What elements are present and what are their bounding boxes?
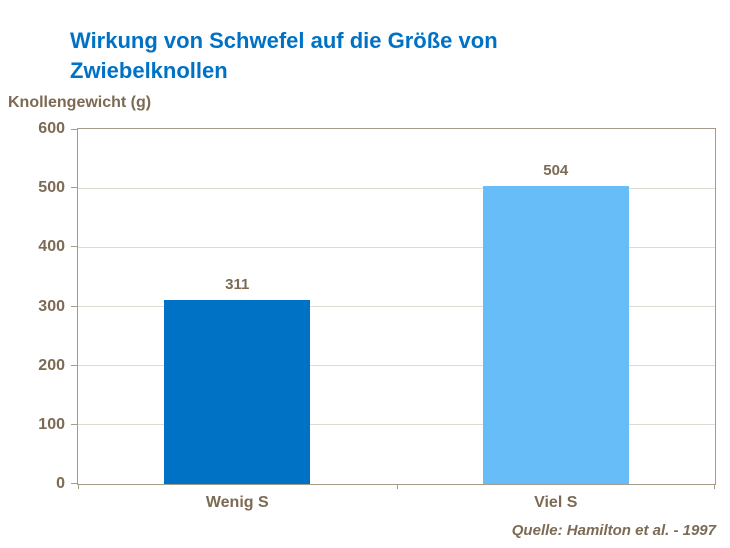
y-tick-label-300: 300 <box>38 297 65 315</box>
y-tick-label-500: 500 <box>38 179 65 197</box>
x-tick-mark-0 <box>78 484 79 489</box>
bar-wenig-s <box>164 300 311 484</box>
y-tick-mark-300 <box>71 305 78 307</box>
bar-viel-s <box>482 185 629 484</box>
y-axis-title: Knollengewicht (g) <box>8 94 152 111</box>
y-tick-label-0: 0 <box>56 475 65 492</box>
gridline-500 <box>78 187 715 189</box>
y-tick-label-100: 100 <box>38 415 65 433</box>
chart-title: Wirkung von Schwefel auf die Größe von Z… <box>70 28 498 83</box>
y-tick-mark-100 <box>71 423 78 425</box>
y-tick-mark-200 <box>71 364 78 366</box>
gridline-400 <box>78 246 715 248</box>
y-tick-label-400: 400 <box>38 238 65 256</box>
gridline-200 <box>78 365 715 367</box>
bar-value-label-wenig-s: 311 <box>225 276 250 293</box>
plot-area: 0 100 200 300 400 500 600 311 Wenig S 504 Viel S <box>38 120 716 511</box>
y-tick-label-200: 200 <box>38 356 65 374</box>
x-category-label-viel-s: Viel S <box>534 494 578 511</box>
y-tick-mark-0 <box>71 483 78 484</box>
x-tick-mark-1 <box>396 484 398 489</box>
source-note: Quelle: Hamilton et al. - 1997 <box>511 522 716 539</box>
y-tick-label-600: 600 <box>38 120 65 137</box>
y-tick-mark-400 <box>71 246 78 248</box>
y-tick-mark-600 <box>71 129 78 130</box>
x-category-label-wenig-s: Wenig S <box>205 494 269 511</box>
x-tick-mark-2 <box>714 484 715 489</box>
y-tick-mark-500 <box>71 187 78 189</box>
gridline-300 <box>78 306 715 307</box>
gridline-100 <box>78 424 715 426</box>
bar-value-label-viel-s: 504 <box>543 161 569 179</box>
